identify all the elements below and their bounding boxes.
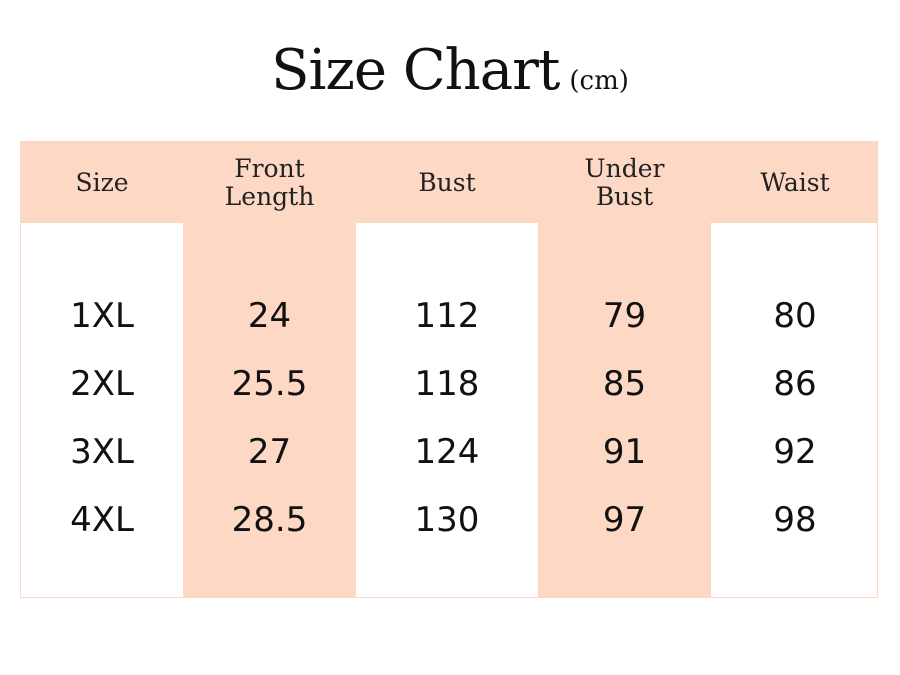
table-cell: 97 [602, 500, 647, 540]
column-header: Size [75, 167, 129, 197]
table-cell: 25.5 [231, 364, 308, 404]
header-word: Length [224, 181, 315, 211]
header-word: Bust [595, 181, 654, 211]
table-cell: 118 [414, 364, 480, 404]
table-cell: 3XL [70, 432, 134, 472]
column-waist: Waist 80 86 92 98 [711, 142, 879, 597]
table-cell: 28.5 [231, 500, 308, 540]
table-cell: 79 [602, 296, 647, 336]
table-cell: 24 [247, 296, 292, 336]
page-title: Size Chart (cm) [0, 38, 900, 103]
column-size: Size 1XL 2XL 3XL 4XL [21, 142, 183, 597]
table-cell: 2XL [70, 364, 134, 404]
table-cell: 4XL [70, 500, 134, 540]
table-cell: 27 [247, 432, 292, 472]
column-header: Front Length [183, 142, 356, 223]
header-row [21, 142, 877, 223]
column-header: Bust [418, 167, 476, 197]
column-header: Under Bust [538, 142, 711, 223]
table-cell: 124 [414, 432, 480, 472]
table-cell: 112 [414, 296, 480, 336]
table-cell: 91 [602, 432, 647, 472]
table-cell: 1XL [70, 296, 134, 336]
header-word: Front [234, 153, 305, 183]
table-cell: 130 [414, 500, 480, 540]
title-main: Size Chart [271, 38, 560, 103]
table-cell: 85 [602, 364, 647, 404]
table-cell: 98 [773, 500, 817, 540]
table-cell: 86 [773, 364, 817, 404]
title-unit: (cm) [569, 66, 629, 96]
size-chart-table: Size 1XL 2XL 3XL 4XL Front Length 24 25.5 27 28.5 B… [20, 141, 878, 598]
column-front-length: Front Length 24 25.5 27 28.5 [183, 142, 356, 597]
header-word: Under [584, 153, 665, 183]
column-header: Waist [760, 167, 830, 197]
column-under-bust: Under Bust 79 85 91 97 [538, 142, 711, 597]
column-bust: Bust 112 118 124 130 [356, 142, 538, 597]
table-cell: 80 [773, 296, 817, 336]
table-cell: 92 [773, 432, 817, 472]
